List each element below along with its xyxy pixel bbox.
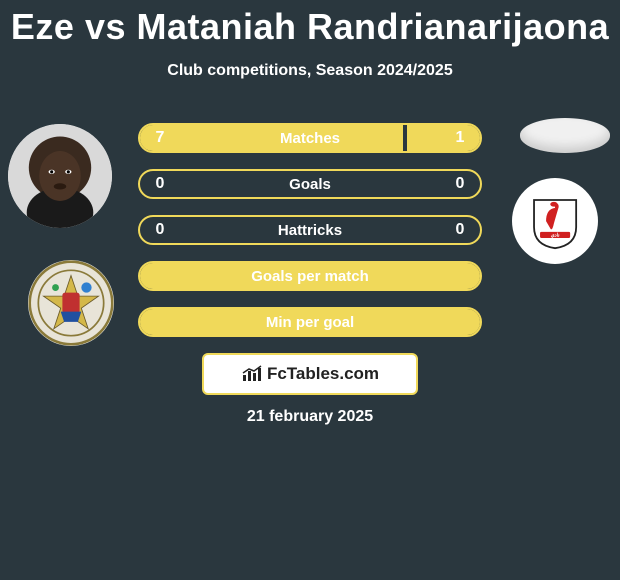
- stat-row: 0Hattricks0: [138, 215, 482, 245]
- stat-value-right: 0: [440, 221, 480, 239]
- svg-text:نادي: نادي: [551, 233, 560, 239]
- stat-row: 7Matches1: [138, 123, 482, 153]
- stat-label: Hattricks: [180, 222, 440, 239]
- club-right-crest-icon: نادي: [525, 191, 585, 251]
- player-left-avatar: [8, 124, 112, 228]
- stat-label: Matches: [180, 130, 440, 147]
- player-left-face-icon: [8, 124, 112, 228]
- brand-box: FcTables.com: [202, 353, 418, 395]
- stats-panel: 7Matches10Goals00Hattricks0Goals per mat…: [138, 123, 482, 337]
- club-left-crest-icon: [28, 260, 114, 346]
- stat-label: Goals: [180, 176, 440, 193]
- stat-row: 0Goals0: [138, 169, 482, 199]
- stat-value-left: 7: [140, 129, 180, 147]
- stat-value-left: 0: [140, 175, 180, 193]
- stat-row: Min per goal: [138, 307, 482, 337]
- stat-row: Goals per match: [138, 261, 482, 291]
- player-right-avatar: [520, 118, 610, 153]
- subtitle: Club competitions, Season 2024/2025: [0, 62, 620, 80]
- club-left-badge: [28, 260, 114, 346]
- stat-value-right: 0: [440, 175, 480, 193]
- page-title: Eze vs Mataniah Randrianarijaona: [0, 0, 620, 48]
- stat-label: Goals per match: [180, 268, 440, 285]
- stat-value-left: 0: [140, 221, 180, 239]
- stat-label: Min per goal: [180, 314, 440, 331]
- brand-text: FcTables.com: [267, 364, 379, 384]
- club-right-badge: نادي: [512, 178, 598, 264]
- stat-value-right: 1: [440, 129, 480, 147]
- date-text: 21 february 2025: [0, 408, 620, 426]
- chart-icon: [241, 365, 263, 383]
